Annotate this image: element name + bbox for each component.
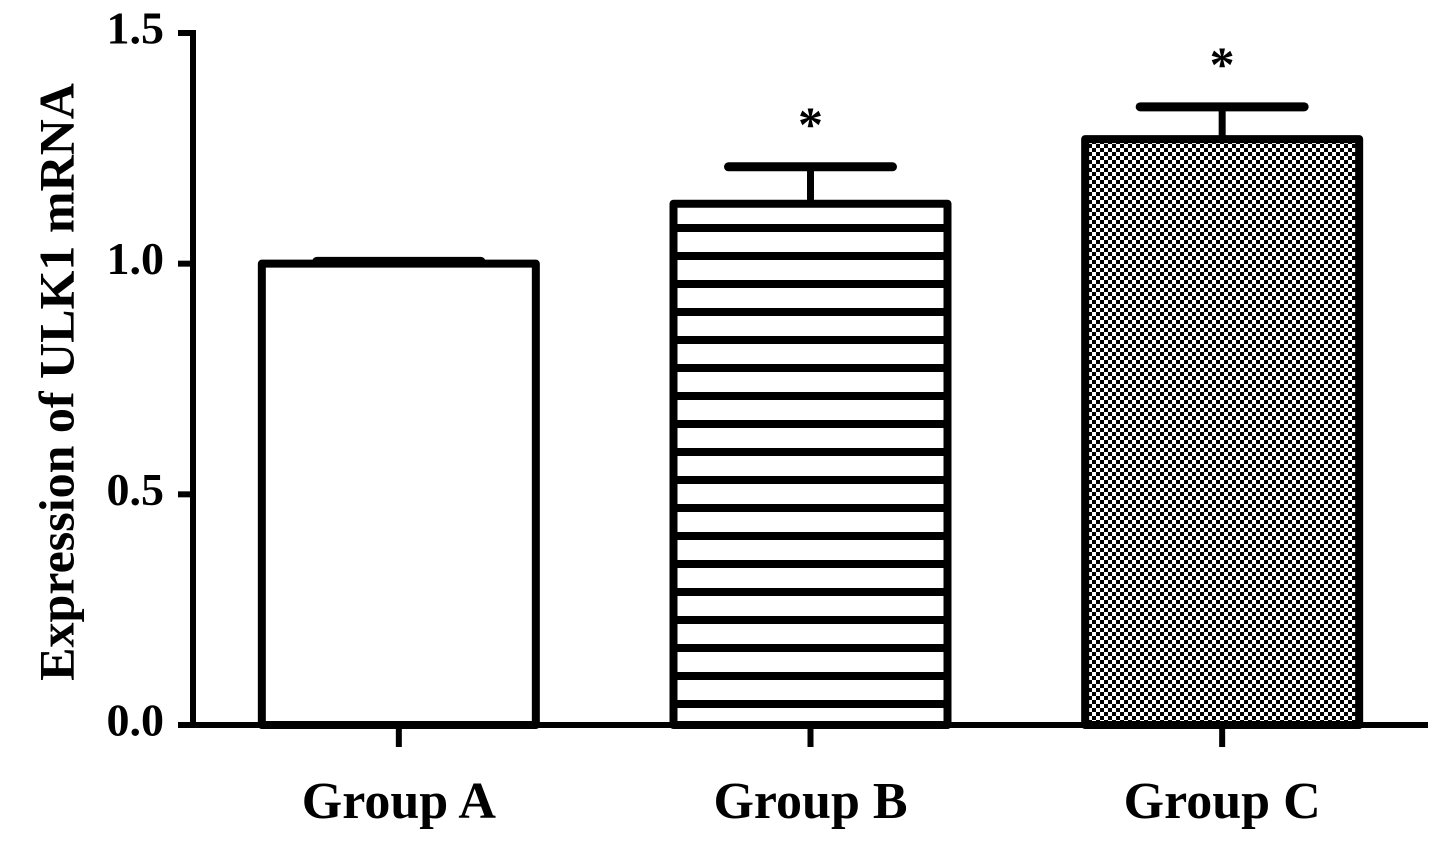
x-axis-ticks: Group A Group B Group C [302, 725, 1321, 830]
error-bars [312, 102, 1309, 266]
y-tick-label: 0.0 [107, 695, 165, 746]
significance-asterisk: * [1210, 36, 1235, 92]
x-tick-label: Group C [1124, 773, 1321, 830]
y-tick-label: 1.5 [107, 3, 165, 54]
significance-asterisk: * [798, 96, 823, 152]
bar-group-a [257, 259, 540, 729]
y-axis-title: Expression of ULK1 mRNA [28, 83, 84, 681]
y-tick-label: 1.0 [107, 233, 165, 284]
x-tick-label: Group A [302, 773, 497, 830]
y-tick-label: 0.5 [107, 464, 165, 515]
significance-marks: ** [798, 36, 1235, 152]
bars [257, 135, 1364, 729]
bar-group-b [669, 199, 952, 729]
y-axis-ticks: 0.0 0.5 1.0 1.5 [107, 3, 193, 746]
x-tick-label: Group B [713, 773, 907, 830]
bar-group-c [1081, 135, 1364, 729]
